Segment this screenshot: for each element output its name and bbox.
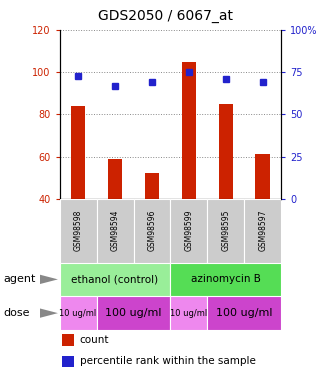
Bar [62,334,74,346]
Bar [170,262,281,296]
Text: GDS2050 / 6067_at: GDS2050 / 6067_at [98,9,233,23]
Bar [108,159,122,199]
Polygon shape [40,274,58,284]
Text: 10 ug/ml: 10 ug/ml [60,309,97,318]
Bar [71,106,85,199]
Text: agent: agent [3,274,36,284]
Bar [97,296,170,330]
Bar [208,199,244,262]
Bar [97,199,133,262]
Bar [244,199,281,262]
Text: azinomycin B: azinomycin B [191,274,261,284]
Text: 100 ug/ml: 100 ug/ml [105,308,162,318]
Bar [218,104,233,199]
Bar [60,296,97,330]
Bar [62,356,74,367]
Text: 10 ug/ml: 10 ug/ml [170,309,208,318]
Text: GSM98594: GSM98594 [111,210,119,251]
Text: GSM98599: GSM98599 [184,210,193,251]
Text: count: count [79,335,109,345]
Bar [145,173,160,199]
Bar [208,296,281,330]
Bar [60,262,170,296]
Text: ethanol (control): ethanol (control) [71,274,159,284]
Text: percentile rank within the sample: percentile rank within the sample [79,356,256,366]
Bar [170,296,208,330]
Bar [256,154,270,199]
Bar [170,199,208,262]
Bar [60,199,97,262]
Polygon shape [40,308,58,318]
Text: GSM98597: GSM98597 [259,210,267,251]
Text: dose: dose [3,308,30,318]
Bar [133,199,170,262]
Text: 100 ug/ml: 100 ug/ml [216,308,273,318]
Bar [181,62,196,199]
Text: GSM98596: GSM98596 [148,210,157,251]
Text: GSM98598: GSM98598 [73,210,82,251]
Text: GSM98595: GSM98595 [221,210,230,251]
